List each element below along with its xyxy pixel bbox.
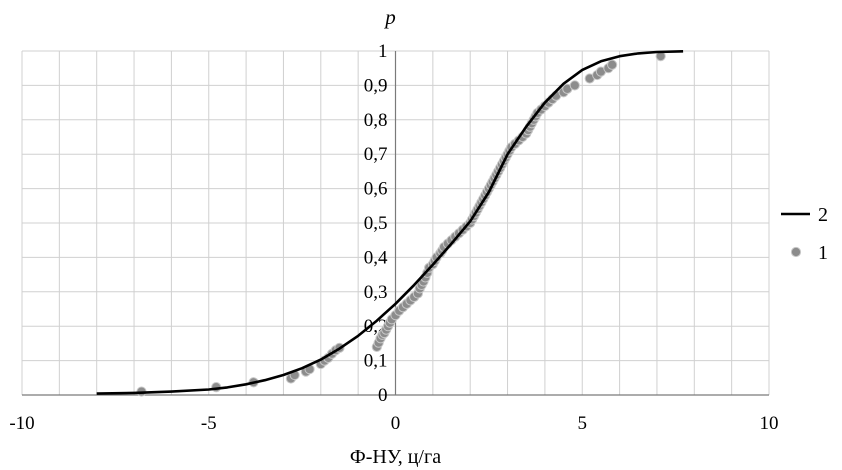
y-axis-title: p — [383, 5, 396, 29]
y-tick-label: 0,6 — [364, 179, 388, 200]
x-tick-label: 10 — [760, 413, 779, 434]
y-tick-label: 0,8 — [364, 110, 388, 131]
y-tick-label: 0,3 — [364, 282, 388, 303]
y-tick-label: 1 — [378, 41, 388, 62]
y-tick-label: 0 — [378, 385, 388, 406]
x-tick-label: -10 — [9, 413, 34, 434]
x-tick-label: 5 — [578, 413, 588, 434]
x-tick-label: 0 — [391, 413, 401, 434]
y-tick-label: 0,5 — [364, 213, 388, 234]
legend-swatch-point — [790, 246, 802, 258]
legend-label-point: 1 — [818, 242, 828, 264]
y-tick-label: 0,7 — [364, 144, 388, 165]
x-tick-label: -5 — [201, 413, 217, 434]
data-point — [607, 59, 618, 70]
data-point — [569, 80, 580, 91]
x-axis-title: Ф-НУ, ц/га — [350, 446, 441, 468]
y-tick-label: 0,9 — [364, 75, 388, 96]
y-tick-label: 0,4 — [364, 247, 388, 268]
legend-label-line: 2 — [818, 204, 828, 226]
y-tick-label: 0,1 — [364, 351, 388, 372]
series-line — [96, 50, 684, 395]
